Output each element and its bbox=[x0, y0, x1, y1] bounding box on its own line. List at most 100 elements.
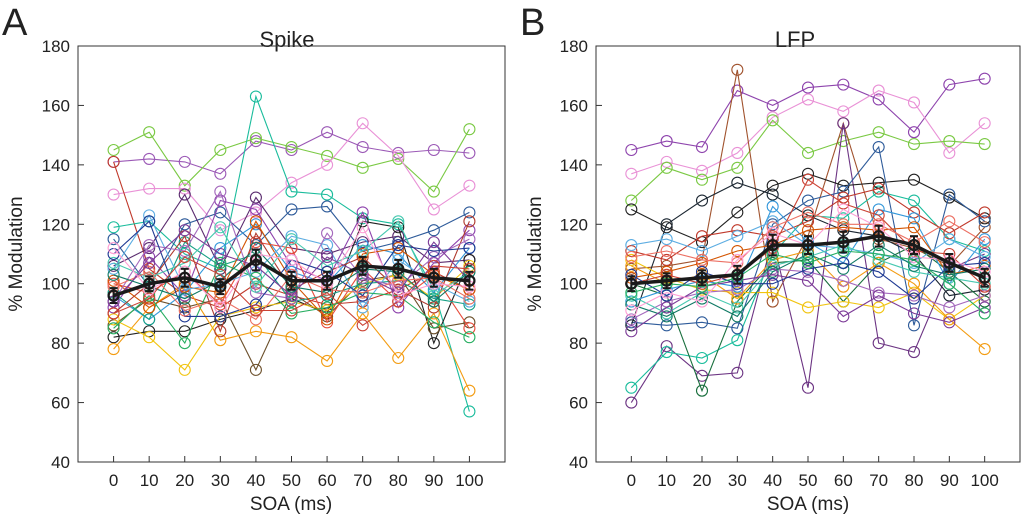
y-tick-label: 140 bbox=[42, 156, 70, 175]
mean-point bbox=[356, 259, 369, 272]
series-point bbox=[321, 126, 334, 139]
series-point bbox=[695, 244, 709, 258]
series-point bbox=[107, 256, 120, 269]
series-point bbox=[107, 155, 120, 168]
series-point bbox=[107, 268, 120, 281]
series bbox=[625, 140, 991, 335]
series-point bbox=[907, 173, 921, 186]
series-point bbox=[321, 316, 334, 329]
mean-point bbox=[837, 236, 850, 249]
mean-point bbox=[625, 277, 638, 290]
panel-b: B LFP % Modulation SOA (ms) 406080100120… bbox=[520, 2, 1021, 515]
series-point bbox=[463, 224, 476, 237]
series-point bbox=[107, 307, 120, 320]
series-point bbox=[392, 289, 405, 302]
panel-a-letter: A bbox=[2, 2, 28, 44]
series-point bbox=[427, 203, 440, 216]
series-point bbox=[427, 185, 440, 198]
series-point bbox=[872, 286, 885, 299]
y-tick-label: 120 bbox=[42, 215, 70, 234]
series-point bbox=[731, 176, 744, 189]
series-point bbox=[801, 301, 815, 314]
x-tick-label: 0 bbox=[627, 471, 636, 490]
series-point bbox=[837, 310, 850, 323]
series-point bbox=[766, 268, 779, 281]
series-point bbox=[660, 161, 673, 174]
x-tick-label: 50 bbox=[799, 471, 818, 490]
series-point bbox=[463, 233, 476, 246]
series-point bbox=[463, 292, 476, 305]
series-point bbox=[249, 363, 262, 376]
series-point bbox=[249, 203, 262, 216]
series-point bbox=[143, 126, 156, 139]
series-point bbox=[214, 247, 227, 261]
x-tick-label: 90 bbox=[940, 471, 959, 490]
series-point bbox=[107, 242, 120, 255]
x-tick-label: 70 bbox=[353, 471, 372, 490]
series-point bbox=[356, 161, 369, 174]
series-point bbox=[837, 274, 850, 287]
mean-point bbox=[143, 277, 156, 290]
series-point bbox=[321, 227, 334, 240]
series-point bbox=[766, 265, 779, 278]
series-line bbox=[631, 78, 985, 151]
series-point bbox=[660, 301, 673, 314]
series-point bbox=[143, 301, 156, 314]
series-point bbox=[214, 185, 227, 198]
mean-point bbox=[320, 274, 334, 287]
series-point bbox=[625, 259, 638, 272]
series-point bbox=[766, 114, 779, 127]
series-point bbox=[943, 135, 956, 148]
series-point bbox=[392, 152, 405, 165]
series-point bbox=[143, 215, 156, 228]
series-line bbox=[113, 220, 470, 297]
series-point bbox=[392, 218, 405, 231]
series-point bbox=[107, 322, 120, 335]
series-point bbox=[356, 289, 369, 302]
x-tick-label: 90 bbox=[424, 471, 443, 490]
series-point bbox=[625, 143, 638, 157]
series-line bbox=[113, 131, 470, 175]
series-point bbox=[427, 295, 440, 308]
mean-point bbox=[285, 274, 298, 287]
series-point bbox=[143, 256, 156, 269]
series-point bbox=[249, 90, 262, 103]
series-point bbox=[249, 191, 262, 204]
mean-point bbox=[731, 268, 744, 281]
series-point bbox=[392, 239, 405, 252]
series bbox=[625, 72, 991, 157]
panel-a-x-ticks: 0 10 20 30 40 50 60 70 80 90 100 bbox=[109, 456, 484, 490]
series-point bbox=[107, 313, 120, 326]
series-point bbox=[214, 334, 227, 347]
series-point bbox=[249, 313, 262, 326]
series-point bbox=[107, 188, 120, 201]
series-point bbox=[356, 221, 369, 234]
x-tick-label: 30 bbox=[728, 471, 747, 490]
series-point bbox=[731, 366, 744, 379]
panel-b-xlabel: SOA (ms) bbox=[767, 494, 849, 515]
series-point bbox=[660, 253, 673, 266]
mean-point bbox=[178, 271, 191, 284]
series-point bbox=[249, 135, 262, 148]
series-point bbox=[427, 292, 440, 305]
series-point bbox=[660, 319, 673, 332]
panel-a-series bbox=[107, 90, 476, 418]
series-point bbox=[766, 218, 779, 231]
series-point bbox=[356, 236, 369, 249]
series-point bbox=[285, 233, 298, 246]
series-line bbox=[113, 256, 470, 326]
series-point bbox=[392, 286, 405, 299]
series-point bbox=[463, 123, 476, 136]
series-point bbox=[427, 316, 440, 329]
series-point bbox=[943, 233, 956, 246]
series bbox=[625, 114, 991, 207]
series-point bbox=[625, 304, 638, 317]
series-point bbox=[214, 259, 227, 272]
series-point bbox=[943, 146, 956, 160]
series-point bbox=[285, 230, 298, 243]
series-point bbox=[214, 224, 227, 237]
series-point bbox=[801, 81, 815, 94]
panel-a-axes bbox=[77, 45, 506, 463]
series-point bbox=[766, 200, 779, 213]
panel-a-y-ticks: 40 60 80 100 120 140 160 180 bbox=[42, 37, 84, 472]
